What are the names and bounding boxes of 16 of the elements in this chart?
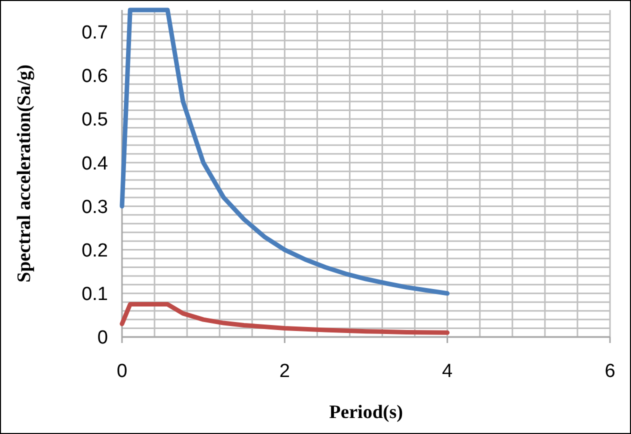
x-tick-label: 0 [116,361,128,382]
y-tick-label: 0.6 [82,66,108,88]
x-axis-title: Period(s) [329,402,403,423]
x-tick-label: 2 [279,361,290,382]
y-tick-label: 0 [97,328,108,349]
y-tick-label: 0.7 [82,22,108,44]
y-tick-label: 0.2 [82,240,108,262]
x-tick-label: 4 [442,361,454,382]
x-tick-label: 6 [604,361,616,382]
y-tick-label: 0.1 [82,284,108,306]
y-tick-label: 0.4 [82,153,108,174]
y-axis-title: Spectral acceleration(Sa/g) [14,64,35,282]
y-tick-label: 0.3 [82,196,108,218]
line-series [120,302,450,335]
y-tick-label: 0.5 [82,110,108,131]
line-series [120,8,450,296]
